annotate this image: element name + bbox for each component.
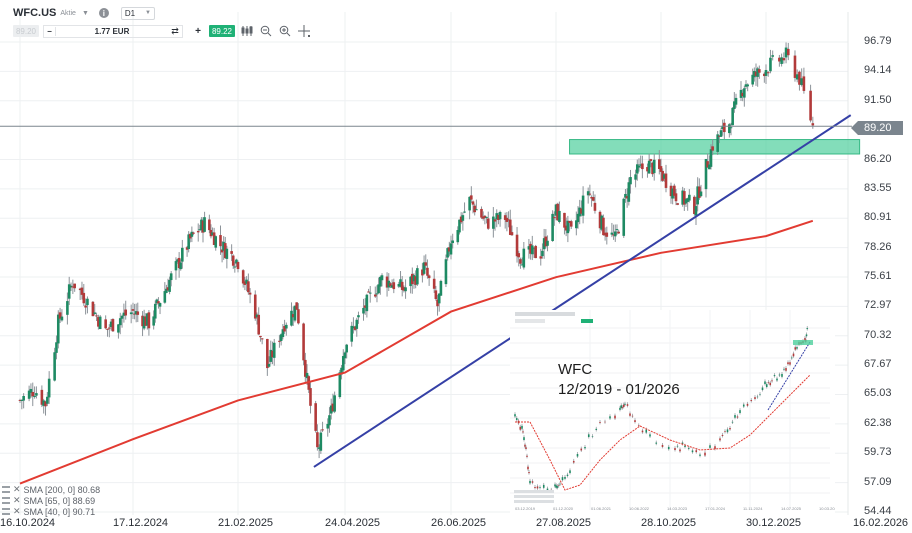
time-axis-label: 28.10.2025: [641, 517, 697, 529]
time-axis-label: 16.10.2024: [0, 517, 56, 529]
chevron-down-icon: ▼: [144, 10, 151, 16]
price-axis-label: 96.79: [864, 35, 892, 47]
price-axis-label: 75.61: [864, 270, 892, 283]
legend-label: SMA [65, 0] 88.69: [23, 495, 96, 506]
quantity-input[interactable]: 1.77 EUR: [94, 26, 130, 36]
svg-text:17.01.2024: 17.01.2024: [705, 506, 726, 511]
swap-currency-icon[interactable]: ⇄: [171, 25, 179, 36]
chevron-down-icon[interactable]: ▼: [81, 9, 89, 17]
time-axis-label: 30.12.2025: [746, 517, 802, 529]
price-axis-label: 70.32: [864, 328, 892, 341]
svg-text:10.03.2026: 10.03.2026: [819, 506, 835, 511]
time-axis-label: 27.08.2025: [536, 517, 592, 529]
time-axis-label: 16.02.2026: [853, 517, 909, 529]
inset-title-range: 12/2019 - 01/2026: [558, 381, 680, 398]
remove-icon[interactable]: ✕: [13, 495, 21, 505]
info-icon[interactable]: i: [98, 8, 109, 18]
chart-toolbar: WFC.US Aktie ▼ i D1 ▼ 89.20 − 1.77 EUR ⇄…: [0, 0, 310, 42]
time-axis-label: 17.12.2024: [113, 517, 169, 529]
symbol-type: Aktie: [60, 9, 76, 17]
time-axis-label: 21.02.2025: [218, 517, 274, 529]
timeframe-select[interactable]: D1 ▼: [120, 6, 155, 20]
inset-title-symbol: WFC: [558, 361, 593, 378]
increase-quantity-button[interactable]: +: [195, 25, 201, 37]
svg-text:14.03.2023: 14.03.2023: [667, 506, 688, 511]
inset-title: WFC 12/2019 - 01/2026: [558, 360, 680, 400]
remove-icon[interactable]: ✕: [13, 484, 21, 494]
legend-item-sma65[interactable]: ✕ SMA [65, 0] 88.69: [2, 495, 100, 506]
settings-icon[interactable]: [2, 486, 10, 493]
time-axis-label: 24.04.2025: [325, 517, 381, 529]
candles-icon[interactable]: [240, 24, 254, 38]
decrease-quantity-button[interactable]: −: [44, 26, 56, 36]
svg-text:03.12.2019: 03.12.2019: [515, 506, 536, 511]
svg-text:14.07.2025: 14.07.2025: [781, 506, 802, 511]
price-axis-label: 78.26: [864, 240, 892, 253]
price-axis-label: 62.38: [864, 416, 892, 429]
quantity-stepper[interactable]: − 1.77 EUR ⇄: [43, 24, 183, 38]
inset-long-term-chart: 03.12.2019 01.12.2020 01.06.2021 10.06.2022…: [510, 310, 835, 515]
price-axis-label: 67.67: [864, 358, 892, 371]
price-axis-label: 91.50: [864, 93, 892, 106]
price-axis-label: 72.97: [864, 299, 892, 312]
sell-button[interactable]: 89.20: [13, 25, 39, 37]
price-axis-label: 86.20: [864, 152, 892, 165]
current-price-tag: 89.20: [851, 121, 903, 135]
legend-item-sma40[interactable]: ✕ SMA [40, 0] 90.71: [2, 506, 100, 517]
indicator-legend: ✕ SMA [200, 0] 80.68 ✕ SMA [65, 0] 88.69…: [2, 484, 100, 517]
price-axis-label: 94.14: [864, 64, 892, 77]
svg-text:11.11.2024: 11.11.2024: [743, 506, 763, 511]
time-axis-label: 26.06.2025: [431, 517, 487, 529]
settings-icon[interactable]: [2, 497, 10, 504]
legend-label: SMA [200, 0] 80.68: [23, 484, 101, 495]
inset-chart: 03.12.2019 01.12.2020 01.06.2021 10.06.2022…: [510, 310, 835, 515]
price-axis-label: 83.55: [864, 181, 892, 194]
settings-icon[interactable]: [2, 508, 10, 515]
crosshair-icon[interactable]: [297, 24, 311, 38]
timeframe-value: D1: [124, 8, 136, 18]
legend-label: SMA [40, 0] 90.71: [23, 506, 96, 517]
zoom-out-icon[interactable]: [259, 24, 273, 38]
price-axis-label: 80.91: [864, 211, 892, 224]
svg-text:01.06.2021: 01.06.2021: [591, 506, 612, 511]
remove-icon[interactable]: ✕: [13, 506, 21, 516]
legend-item-sma200[interactable]: ✕ SMA [200, 0] 80.68: [2, 484, 100, 495]
buy-button[interactable]: 89.22: [209, 25, 235, 37]
price-axis-label: 65.03: [864, 387, 892, 400]
price-axis-label: 54.44: [864, 505, 892, 517]
symbol-name[interactable]: WFC.US: [13, 7, 57, 19]
zoom-in-icon[interactable]: [278, 24, 292, 38]
svg-text:10.06.2022: 10.06.2022: [629, 506, 650, 511]
svg-text:01.12.2020: 01.12.2020: [553, 506, 574, 511]
price-axis-label: 57.09: [864, 475, 892, 488]
price-axis-label: 59.73: [864, 446, 892, 459]
